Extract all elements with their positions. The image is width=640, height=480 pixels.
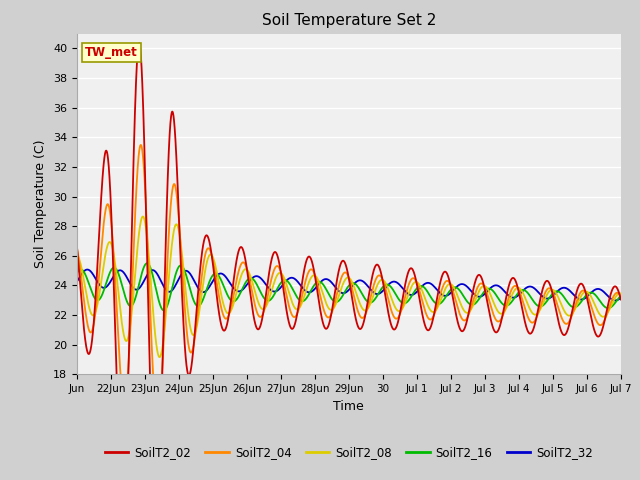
SoilT2_32 — [520, 287, 528, 292]
Title: Soil Temperature Set 2: Soil Temperature Set 2 — [262, 13, 436, 28]
Line: SoilT2_02: SoilT2_02 — [77, 43, 621, 480]
SoilT2_32 — [399, 286, 407, 292]
SoilT2_04 — [479, 282, 487, 288]
SoilT2_04 — [520, 303, 528, 309]
SoilT2_32 — [611, 298, 619, 303]
Line: SoilT2_32: SoilT2_32 — [77, 270, 621, 300]
SoilT2_02 — [427, 324, 435, 330]
SoilT2_32 — [281, 280, 289, 286]
SoilT2_08 — [281, 277, 289, 283]
SoilT2_08 — [399, 304, 407, 310]
SoilT2_16 — [520, 288, 528, 293]
SoilT2_08 — [156, 354, 163, 360]
SoilT2_32 — [83, 267, 91, 273]
SoilT2_04 — [137, 142, 145, 148]
SoilT2_02 — [73, 242, 81, 248]
SoilT2_04 — [281, 285, 289, 291]
SoilT2_16 — [172, 271, 180, 276]
SoilT2_08 — [73, 252, 81, 257]
SoilT2_16 — [479, 290, 487, 296]
SoilT2_08 — [479, 283, 487, 289]
SoilT2_32 — [73, 279, 81, 285]
SoilT2_16 — [399, 300, 407, 306]
Legend: SoilT2_02, SoilT2_04, SoilT2_08, SoilT2_16, SoilT2_32: SoilT2_02, SoilT2_04, SoilT2_08, SoilT2_… — [100, 442, 598, 464]
SoilT2_02 — [520, 316, 528, 322]
SoilT2_02 — [479, 279, 487, 285]
SoilT2_04 — [617, 294, 625, 300]
SoilT2_08 — [617, 290, 625, 296]
SoilT2_04 — [172, 186, 180, 192]
Line: SoilT2_08: SoilT2_08 — [77, 216, 621, 357]
SoilT2_16 — [427, 294, 435, 300]
SoilT2_02 — [617, 297, 625, 302]
SoilT2_16 — [143, 260, 151, 266]
SoilT2_02 — [399, 292, 407, 298]
SoilT2_08 — [139, 214, 147, 219]
SoilT2_16 — [73, 270, 81, 276]
SoilT2_04 — [73, 244, 81, 250]
SoilT2_32 — [617, 295, 625, 301]
SoilT2_32 — [172, 282, 180, 288]
X-axis label: Time: Time — [333, 400, 364, 413]
SoilT2_02 — [172, 144, 180, 150]
SoilT2_32 — [479, 293, 486, 299]
SoilT2_08 — [520, 293, 528, 299]
SoilT2_32 — [427, 281, 435, 287]
SoilT2_04 — [427, 317, 435, 323]
SoilT2_16 — [160, 308, 168, 313]
SoilT2_02 — [281, 297, 289, 302]
Line: SoilT2_04: SoilT2_04 — [77, 145, 621, 416]
Line: SoilT2_16: SoilT2_16 — [77, 263, 621, 311]
SoilT2_16 — [617, 293, 625, 299]
SoilT2_04 — [399, 301, 407, 307]
SoilT2_08 — [427, 308, 435, 313]
SoilT2_16 — [281, 277, 289, 283]
Y-axis label: Soil Temperature (C): Soil Temperature (C) — [35, 140, 47, 268]
Text: TW_met: TW_met — [85, 46, 138, 59]
SoilT2_04 — [154, 413, 161, 419]
SoilT2_02 — [135, 40, 143, 46]
SoilT2_08 — [172, 222, 180, 228]
